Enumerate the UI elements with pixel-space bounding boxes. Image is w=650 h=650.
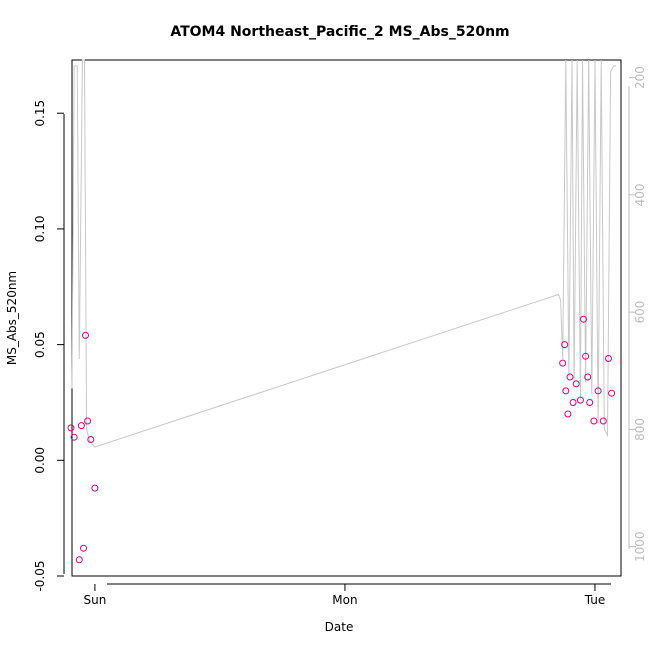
data-point [564,410,572,418]
data-point [580,315,587,323]
data-point [84,417,92,425]
x-tick-label: Tue [584,593,606,607]
data-point [590,417,598,425]
y-tick-label: 0.15 [33,100,47,127]
depth-layer [71,59,616,448]
data-point [87,436,95,443]
data-point [572,380,580,388]
y-tick-label: 0.00 [33,447,47,474]
x-axis-label: Date [325,620,354,634]
data-point [75,556,83,564]
data-point [559,359,567,367]
data-point [67,424,75,432]
data-point [584,373,592,381]
data-point [70,433,78,441]
x-tick-label: Mon [332,593,357,607]
data-point [594,387,602,395]
data-point [576,396,584,404]
data-point [586,399,594,406]
data-point [608,389,616,397]
data-point [77,422,85,430]
data-point [91,484,99,492]
data-point [82,331,89,339]
data-point [605,355,612,362]
y2-tick-label: 400 [633,183,647,206]
data-point [562,387,570,395]
y2-axis-ticks: 200 400 600 800 1000 [629,66,647,562]
data-point [582,352,590,360]
data-point [599,417,607,425]
data-point [80,544,87,552]
x-tick-label: Sun [84,593,107,607]
y2-tick-label: 600 [633,301,647,324]
y-tick-label: 0.05 [33,331,47,358]
plot-frame [71,59,622,577]
chart-title: ATOM4 Northeast_Pacific_2 MS_Abs_520nm [170,24,509,40]
depth-line [71,59,616,448]
y-axis-ticks: -0.05 0.00 0.05 0.10 0.15 [33,100,64,592]
y2-tick-label: 800 [633,418,647,441]
x-axis-ticks: Sun Mon Tue [84,584,606,607]
data-point [561,341,569,349]
points-layer [67,315,616,564]
data-point [569,399,577,406]
y-axis-label: MS_Abs_520nm [5,271,19,365]
y-tick-label: -0.05 [33,560,47,591]
y2-tick-label: 200 [633,66,647,89]
data-point [566,373,574,381]
y2-tick-label: 1000 [633,531,647,562]
y-tick-label: 0.10 [33,216,47,243]
